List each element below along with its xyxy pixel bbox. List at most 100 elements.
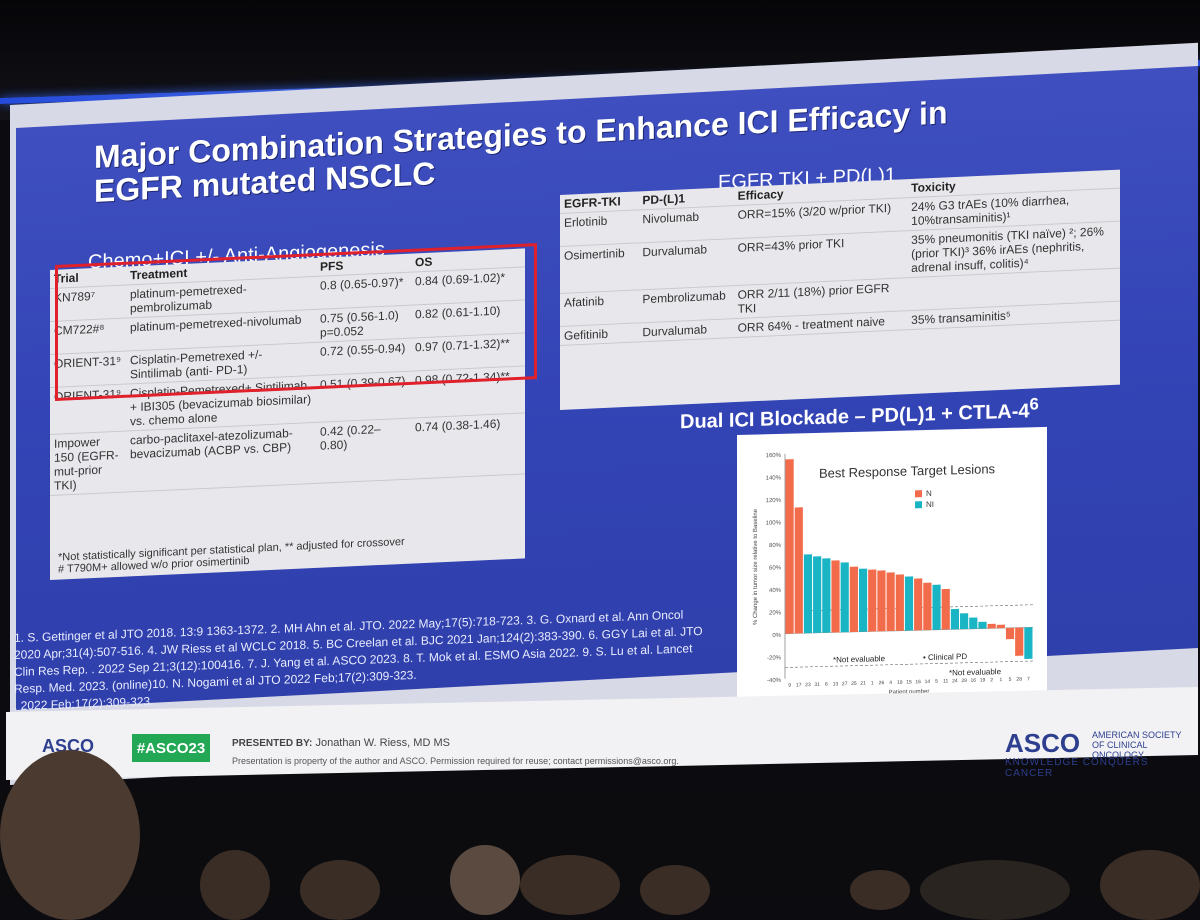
y-tick-label: 60% <box>769 565 782 571</box>
audience-head <box>300 860 380 920</box>
table-cell-efficacy: ORR=43% prior TKI <box>733 230 908 286</box>
waterfall-chart-svg: 160% 140% 120% 100% 80% 60% 40% 20% 0% -20% -40% % … <box>753 453 1033 696</box>
x-tick-label: 5 <box>935 679 938 685</box>
x-tick-label: 27 <box>842 681 848 687</box>
asco-society-name: AMERICAN SOCIETY OF CLINICAL ONCOLOGY <box>1092 730 1182 760</box>
x-tick-label: 31 <box>814 682 820 688</box>
bar-patient-19 <box>978 621 987 629</box>
x-tick-label: 16 <box>971 678 977 684</box>
y-tick-label: -20% <box>767 655 782 661</box>
audience-head <box>520 855 620 915</box>
bar-patient-14 <box>923 582 932 631</box>
x-tick-label: 7 <box>1027 676 1030 682</box>
audience-head <box>200 850 270 920</box>
bar-patient-2 <box>987 623 996 629</box>
bar-patient-5 <box>932 584 941 630</box>
y-tick-label: 100% <box>766 520 782 526</box>
table-cell-pdl1: Pembrolizumab <box>638 285 734 323</box>
x-tick-label: 11 <box>943 678 948 684</box>
x-tick-label: 1 <box>999 677 1002 683</box>
bar-patient-13 <box>831 560 840 633</box>
x-tick-label: 26 <box>879 680 885 686</box>
y-tick-label: 140% <box>766 475 782 481</box>
bar-patient-9 <box>785 459 794 634</box>
x-tick-label: 19 <box>980 677 986 683</box>
x-tick-label: 14 <box>925 679 931 685</box>
bar-patient-4 <box>886 572 895 632</box>
annotation-not-evaluable: *Not evaluable <box>833 654 886 664</box>
table-cell-os: 0.74 (0.38-1.46) <box>411 412 525 480</box>
bar-patient-16 <box>914 578 923 631</box>
asco-tagline: KNOWLEDGE CONQUERS CANCER <box>1005 757 1149 779</box>
audience-head <box>450 845 520 915</box>
y-tick-label: 160% <box>766 453 782 459</box>
x-tick-label: 15 <box>906 679 912 685</box>
bar-patient-21 <box>858 568 868 632</box>
table-cell-tki: Osimertinib <box>560 242 639 294</box>
table-cell-tki: Gefitinib <box>560 322 639 346</box>
bar-patient-17 <box>794 507 803 634</box>
annotation-clinical-pd: • Clinical PD <box>923 652 967 662</box>
bar-patient-28 <box>1015 627 1024 656</box>
x-tick-label: 1 <box>871 680 874 686</box>
bar-patient-31 <box>813 556 822 634</box>
x-tick-label: 6 <box>825 682 828 688</box>
pr-threshold-line <box>785 660 1033 668</box>
bar-patient-7 <box>1024 627 1033 659</box>
bar-patient-16 <box>969 617 978 629</box>
bar-patient-29 <box>960 613 969 630</box>
egfr-tki-table: EGFR-TKI PD-(L)1 Efficacy Toxicity Erlot… <box>560 169 1120 410</box>
y-tick-label: 0% <box>772 633 781 639</box>
annotation-not-evaluable-2: *Not evaluable <box>949 667 1002 677</box>
table-cell-pdl1: Durvalumab <box>638 318 734 342</box>
x-tick-label: 17 <box>796 682 802 688</box>
audience-head <box>850 870 910 910</box>
x-tick-label: 2 <box>990 677 993 683</box>
audience-head <box>640 865 710 915</box>
bar-patient-23 <box>803 554 813 634</box>
y-axis-label: % Change in tumor size relative to Basel… <box>753 508 759 625</box>
chart-title: Best Response Target Lesions <box>819 461 996 481</box>
y-tick-label: -40% <box>767 678 782 684</box>
y-tick-label: 40% <box>769 588 782 594</box>
bar-patient-25 <box>849 566 858 633</box>
table-cell-pfs: 0.42 (0.22–0.80) <box>316 418 411 484</box>
bar-patient-26 <box>877 570 886 632</box>
presenter-name: Jonathan W. Riess, MD MS <box>315 737 450 749</box>
x-tick-label: 24 <box>952 678 958 684</box>
x-tick-label: 29 <box>961 678 967 684</box>
presented-by: PRESENTED BY: Jonathan W. Riess, MD MS <box>232 737 450 749</box>
audience-head <box>920 860 1070 920</box>
waterfall-chart: 160% 140% 120% 100% 80% 60% 40% 20% 0% -20% -40% % … <box>737 426 1047 710</box>
table-cell-tki: Afatinib <box>560 289 639 327</box>
bar-patient-24 <box>950 608 960 630</box>
bar-patient-11 <box>941 588 950 630</box>
x-tick-label: 28 <box>1016 677 1022 683</box>
bar-patient-1 <box>996 624 1005 629</box>
bar-patient-6 <box>822 558 831 633</box>
bar-patient-19 <box>895 574 904 631</box>
property-note: Presentation is property of the author a… <box>232 756 679 766</box>
table-cell-trial: Impower 150 (EGFR-mut-prior TKI) <box>50 431 126 496</box>
x-tick-label: 19 <box>897 680 903 686</box>
y-tick-label: 80% <box>769 543 782 549</box>
legend-swatch-N <box>915 490 922 498</box>
x-tick-label: 23 <box>805 682 811 688</box>
table-cell-pdl1: Durvalumab <box>638 238 734 290</box>
bar-patient-5 <box>1005 627 1015 640</box>
audience-head <box>0 750 140 920</box>
legend-label-N: N <box>926 489 932 498</box>
legend-swatch-NI <box>915 501 922 509</box>
x-tick-label: 9 <box>788 683 791 689</box>
y-tick-label: 20% <box>769 610 782 616</box>
legend-label-NI: NI <box>926 500 934 509</box>
y-tick-label: 120% <box>766 498 782 504</box>
highlight-box <box>55 243 537 401</box>
x-tick-label: 5 <box>1009 677 1012 683</box>
table-cell-treatment: carbo-paclitaxel-atezolizumab-bevacizuma… <box>126 422 316 493</box>
x-tick-label: 16 <box>915 679 921 685</box>
x-tick-label: 21 <box>860 681 866 687</box>
asco-logo-right: ASCO <box>1005 728 1081 758</box>
bar-patient-1 <box>868 569 877 632</box>
x-tick-label: 4 <box>889 680 892 686</box>
